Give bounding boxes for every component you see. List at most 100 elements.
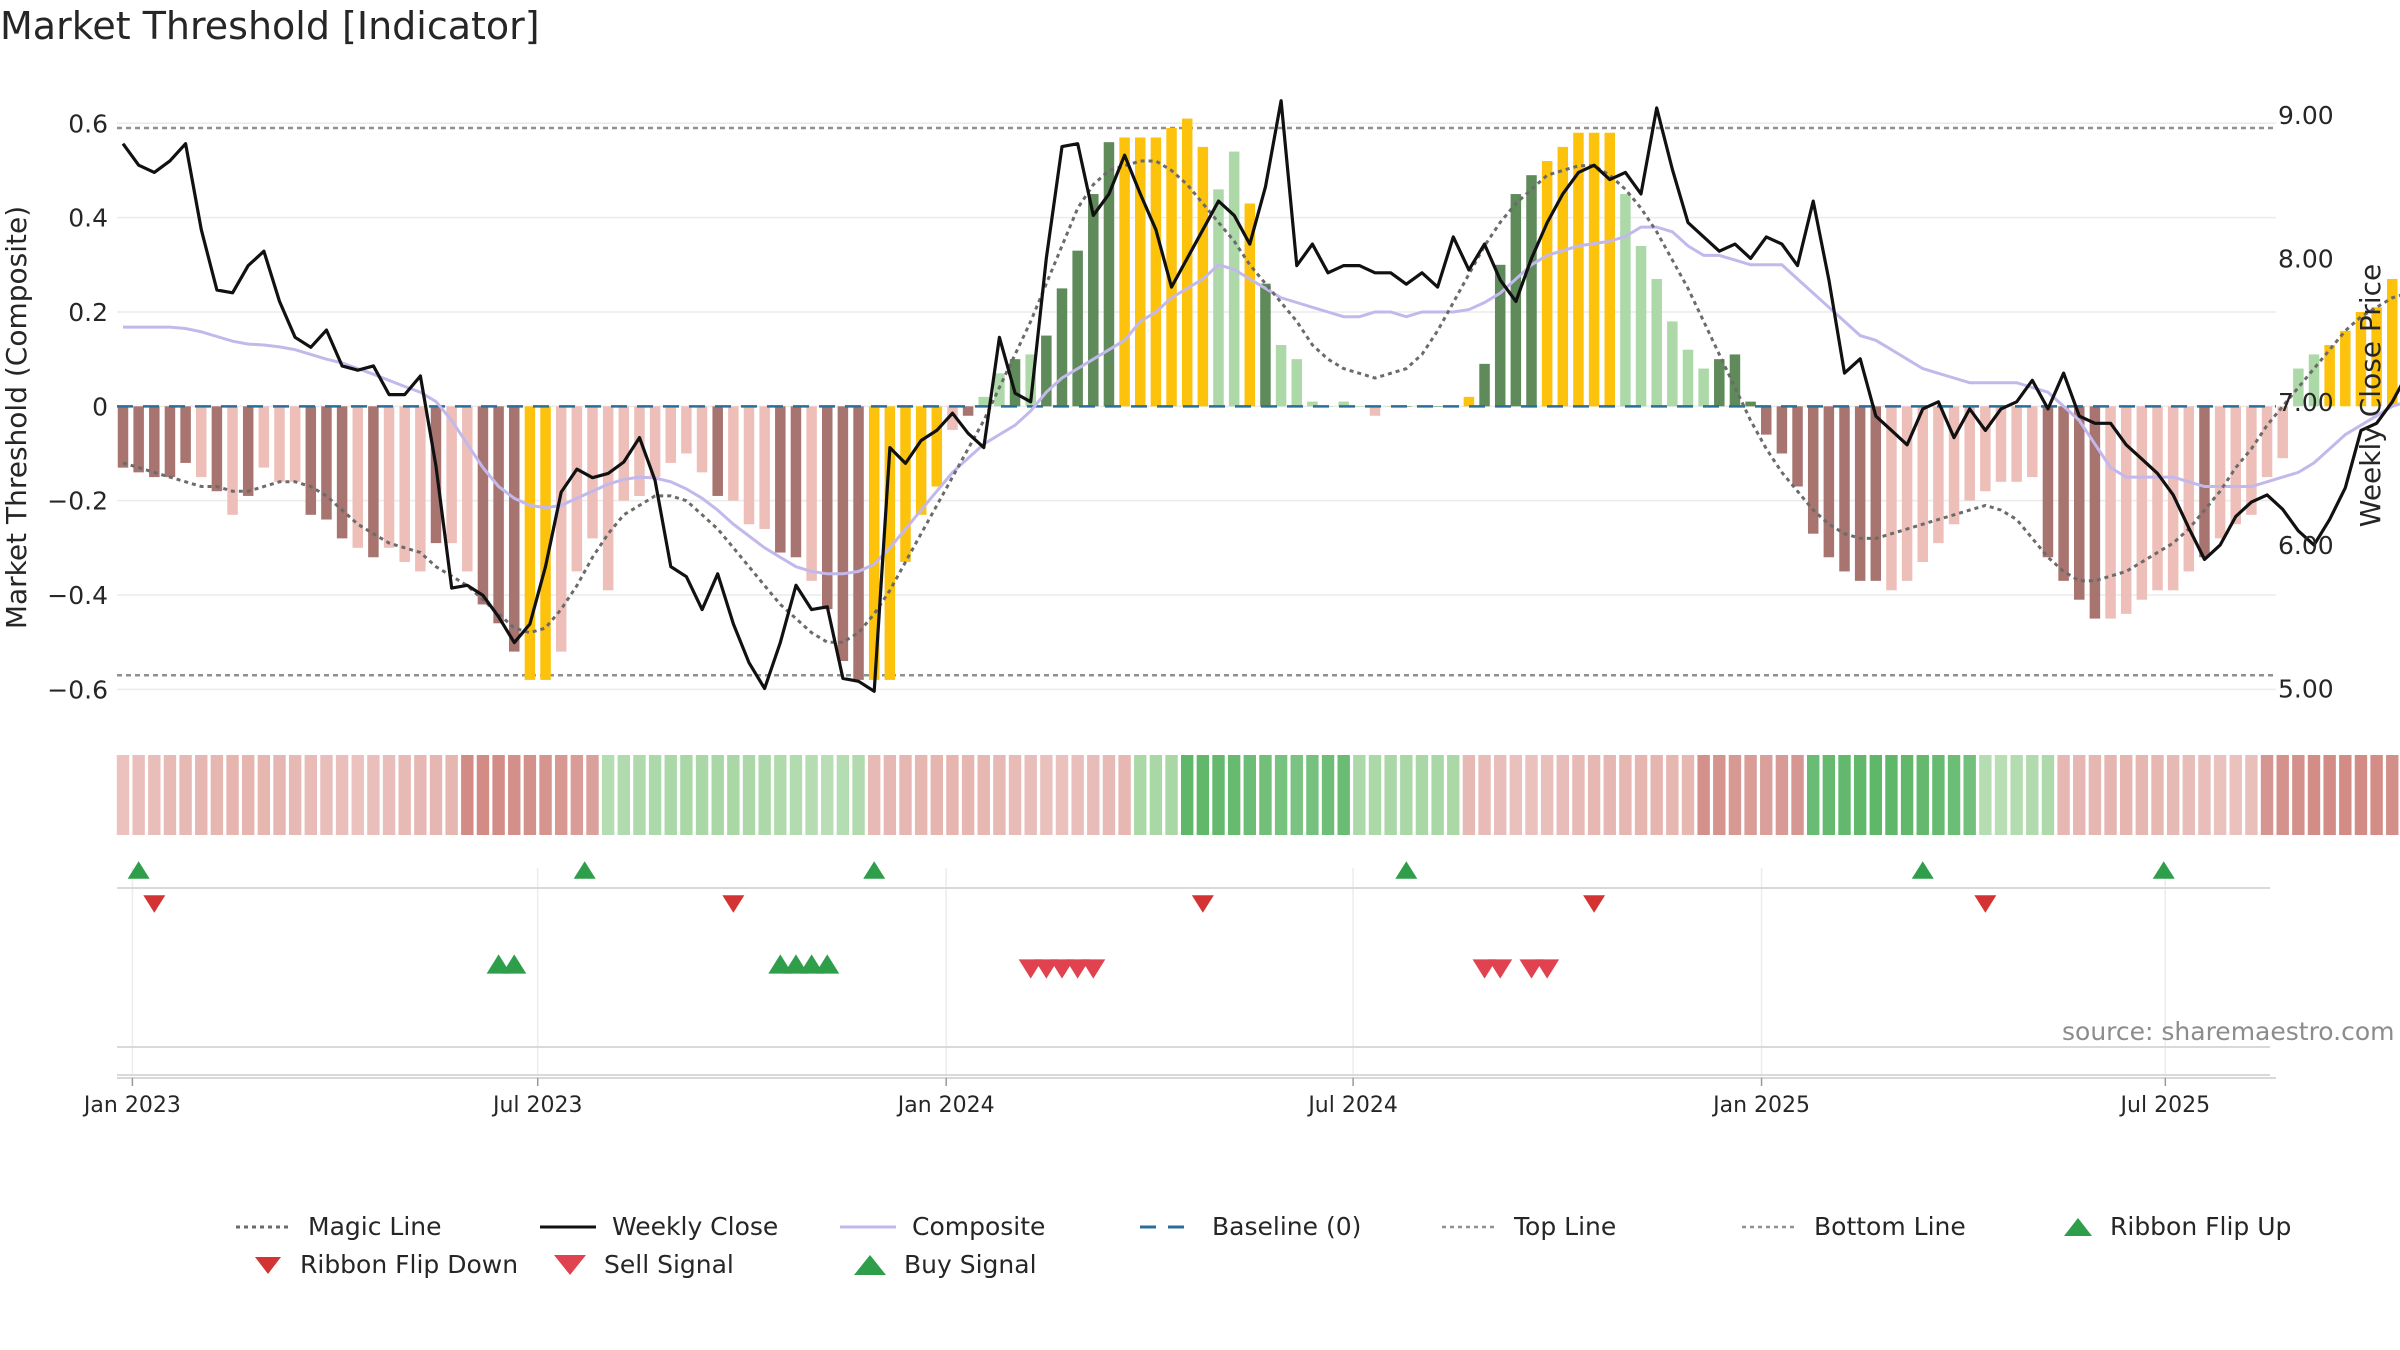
event-markers: [117, 861, 2270, 1076]
ribbon-segment: [727, 755, 740, 835]
composite-bar: [806, 406, 817, 581]
composite-bar: [462, 406, 473, 572]
ribbon-segment: [367, 755, 380, 835]
ribbon-segment: [601, 755, 615, 835]
ribbon-flip-down-marker: [1583, 895, 1606, 913]
composite-bar: [352, 406, 363, 548]
ribbon-segment: [1431, 755, 1444, 835]
composite-bar: [1197, 146, 1209, 407]
composite-bar: [2027, 406, 2038, 478]
ribbon-segment: [1494, 755, 1507, 835]
composite-bar: [1854, 406, 1866, 581]
composite-bar: [1244, 203, 1256, 407]
ribbon-segment: [257, 755, 271, 835]
composite-bar: [2011, 406, 2022, 482]
composite-bar: [618, 406, 630, 501]
ribbon-segment: [2292, 755, 2305, 835]
ribbon-segment: [774, 755, 787, 835]
composite-bar: [211, 406, 223, 492]
ribbon-segment: [1227, 755, 1241, 835]
ribbon-segment: [836, 755, 850, 835]
source-credit: source: sharemaestro.com: [2062, 1017, 2395, 1046]
composite-bar: [775, 406, 786, 553]
ribbon-segment: [633, 755, 646, 835]
composite-bar: [1620, 194, 1631, 407]
ribbon-segment: [226, 755, 239, 835]
ribbon-segment: [2041, 755, 2055, 835]
ribbon-segment: [1916, 755, 1929, 835]
ribbon-segment: [179, 755, 192, 835]
ribbon-segment: [2354, 755, 2368, 835]
composite-bar: [853, 406, 864, 680]
composite-bar: [258, 406, 270, 468]
sell-signal-marker: [1472, 959, 1497, 979]
composite-bar: [696, 406, 708, 473]
ribbon-segment: [2260, 755, 2274, 835]
ribbon-segment: [1415, 755, 1429, 835]
ribbon-flip-down-marker: [1191, 895, 1214, 913]
indicator-lines: [121, 99, 2400, 693]
ribbon-segment: [320, 755, 333, 835]
x-tick-label: Jan 2025: [1711, 1093, 1810, 1118]
y-tick-label: 0.6: [68, 109, 108, 138]
ribbon-segment: [758, 755, 771, 835]
y2-tick-label: 5.00: [2278, 674, 2334, 703]
composite-bar: [1213, 189, 1224, 407]
ribbon-segment: [2104, 755, 2117, 835]
ribbon-segment: [1243, 755, 1256, 835]
ribbon-segment: [1071, 755, 1084, 835]
chart-title: Market Threshold [Indicator]: [0, 4, 540, 48]
composite-bar: [1291, 359, 1302, 407]
ribbon-segment: [2151, 755, 2164, 835]
composite-bar: [1103, 142, 1115, 407]
composite-bar: [540, 406, 551, 680]
sell-signal-marker: [1018, 959, 1043, 979]
x-tick-label: Jul 2023: [491, 1093, 583, 1118]
ribbon-flip-up-marker: [1395, 861, 1418, 879]
composite-bar: [1995, 406, 2007, 482]
buy-signal-marker: [783, 954, 808, 974]
ribbon-segment: [539, 755, 552, 835]
ribbon-segment: [382, 755, 396, 835]
composite-bar: [1009, 359, 1021, 407]
ribbon-segment: [1713, 755, 1726, 835]
composite-bar: [868, 406, 880, 680]
composite-bar: [399, 406, 410, 562]
composite-bar: [947, 406, 958, 430]
buy-signal-marker: [502, 954, 527, 974]
ribbon-segment: [742, 755, 756, 835]
ribbon-segment: [977, 755, 990, 835]
composite-bar: [2120, 406, 2132, 614]
ribbon-segment: [523, 755, 537, 835]
ribbon-segment: [445, 755, 458, 835]
composite-bar: [242, 406, 254, 496]
buy-signal-marker: [815, 954, 840, 974]
composite-bar: [2183, 406, 2195, 572]
ribbon-segment: [1932, 755, 1945, 835]
ribbon-segment: [2010, 755, 2023, 835]
composite-bar: [1354, 406, 1365, 407]
ribbon-segment: [2307, 755, 2321, 835]
composite-bar: [2152, 406, 2163, 591]
y-tick-label: 0.4: [68, 204, 108, 233]
composite-bar: [1385, 406, 1396, 407]
composite-bar: [1823, 406, 1835, 558]
sell-signal-marker: [1065, 959, 1090, 979]
ribbon-segment: [398, 755, 411, 835]
composite-bar: [884, 406, 896, 680]
ribbon-segment: [1368, 755, 1382, 835]
ribbon-segment: [1900, 755, 1914, 835]
composite-bar: [1682, 349, 1694, 407]
composite-bar: [1980, 406, 1991, 492]
ribbon-segment: [1306, 755, 1319, 835]
ribbon-segment: [1697, 755, 1710, 835]
composite-bar: [728, 406, 739, 501]
composite-bar: [900, 406, 911, 562]
magic-line: [122, 159, 2400, 644]
composite-bar: [196, 406, 207, 478]
composite-bar: [822, 406, 833, 610]
ribbon-segment: [2386, 755, 2399, 835]
composite-bar: [665, 406, 676, 463]
ribbon-segment: [1791, 755, 1804, 835]
composite-bar: [1260, 283, 1271, 407]
